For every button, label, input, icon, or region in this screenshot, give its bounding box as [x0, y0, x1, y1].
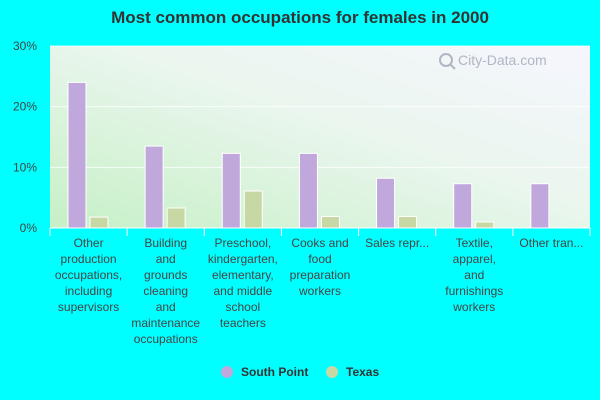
- category-label: Building and grounds cleaning and maintenance…: [131, 236, 200, 346]
- bar-south-point: [67, 81, 87, 229]
- y-tick-label: 20%: [13, 100, 37, 114]
- bar-south-point: [530, 183, 550, 229]
- x-axis: [49, 227, 591, 236]
- bar-south-point: [453, 183, 473, 229]
- legend-swatch: [326, 366, 338, 378]
- y-tick-label: 30%: [13, 39, 37, 53]
- search-logo-icon: [439, 53, 456, 70]
- gridlines: [50, 45, 590, 168]
- bars: [67, 81, 550, 229]
- x-axis-labels: Other production occupations, including supe…: [55, 236, 584, 346]
- bar-south-point: [376, 177, 396, 229]
- bar-texas: [243, 190, 263, 229]
- y-axis: 0% 10% 20% 30%: [13, 39, 37, 235]
- chart-title: Most common occupations for females in 2…: [111, 8, 489, 27]
- category-label: Cooks and food preparation workers: [290, 236, 351, 298]
- bar-texas: [475, 221, 495, 229]
- y-tick-label: 0%: [20, 221, 38, 235]
- bar-south-point: [221, 152, 241, 229]
- category-label: Preschool, kindergarten, elementary, and mi…: [208, 236, 278, 330]
- category-label: Other tran...: [519, 236, 583, 250]
- y-tick-label: 10%: [13, 160, 37, 174]
- bar-texas: [398, 215, 418, 229]
- watermark-text: City-Data.com: [458, 52, 547, 68]
- watermark: City-Data.com: [439, 52, 547, 70]
- legend-swatch: [221, 366, 233, 378]
- bar-south-point: [298, 152, 318, 229]
- legend-label: South Point: [241, 365, 308, 379]
- bar-texas: [89, 216, 109, 229]
- category-label: Textile, apparel, and furnishings workers: [445, 236, 503, 314]
- plot-area: [50, 46, 590, 228]
- category-label: Other production occupations, including supe…: [55, 236, 122, 314]
- bar-south-point: [144, 145, 164, 229]
- bar-texas: [320, 215, 340, 229]
- bar-texas: [166, 207, 186, 229]
- legend: South Point Texas: [221, 365, 379, 379]
- category-label: Sales repr...: [365, 236, 429, 250]
- legend-label: Texas: [346, 365, 379, 379]
